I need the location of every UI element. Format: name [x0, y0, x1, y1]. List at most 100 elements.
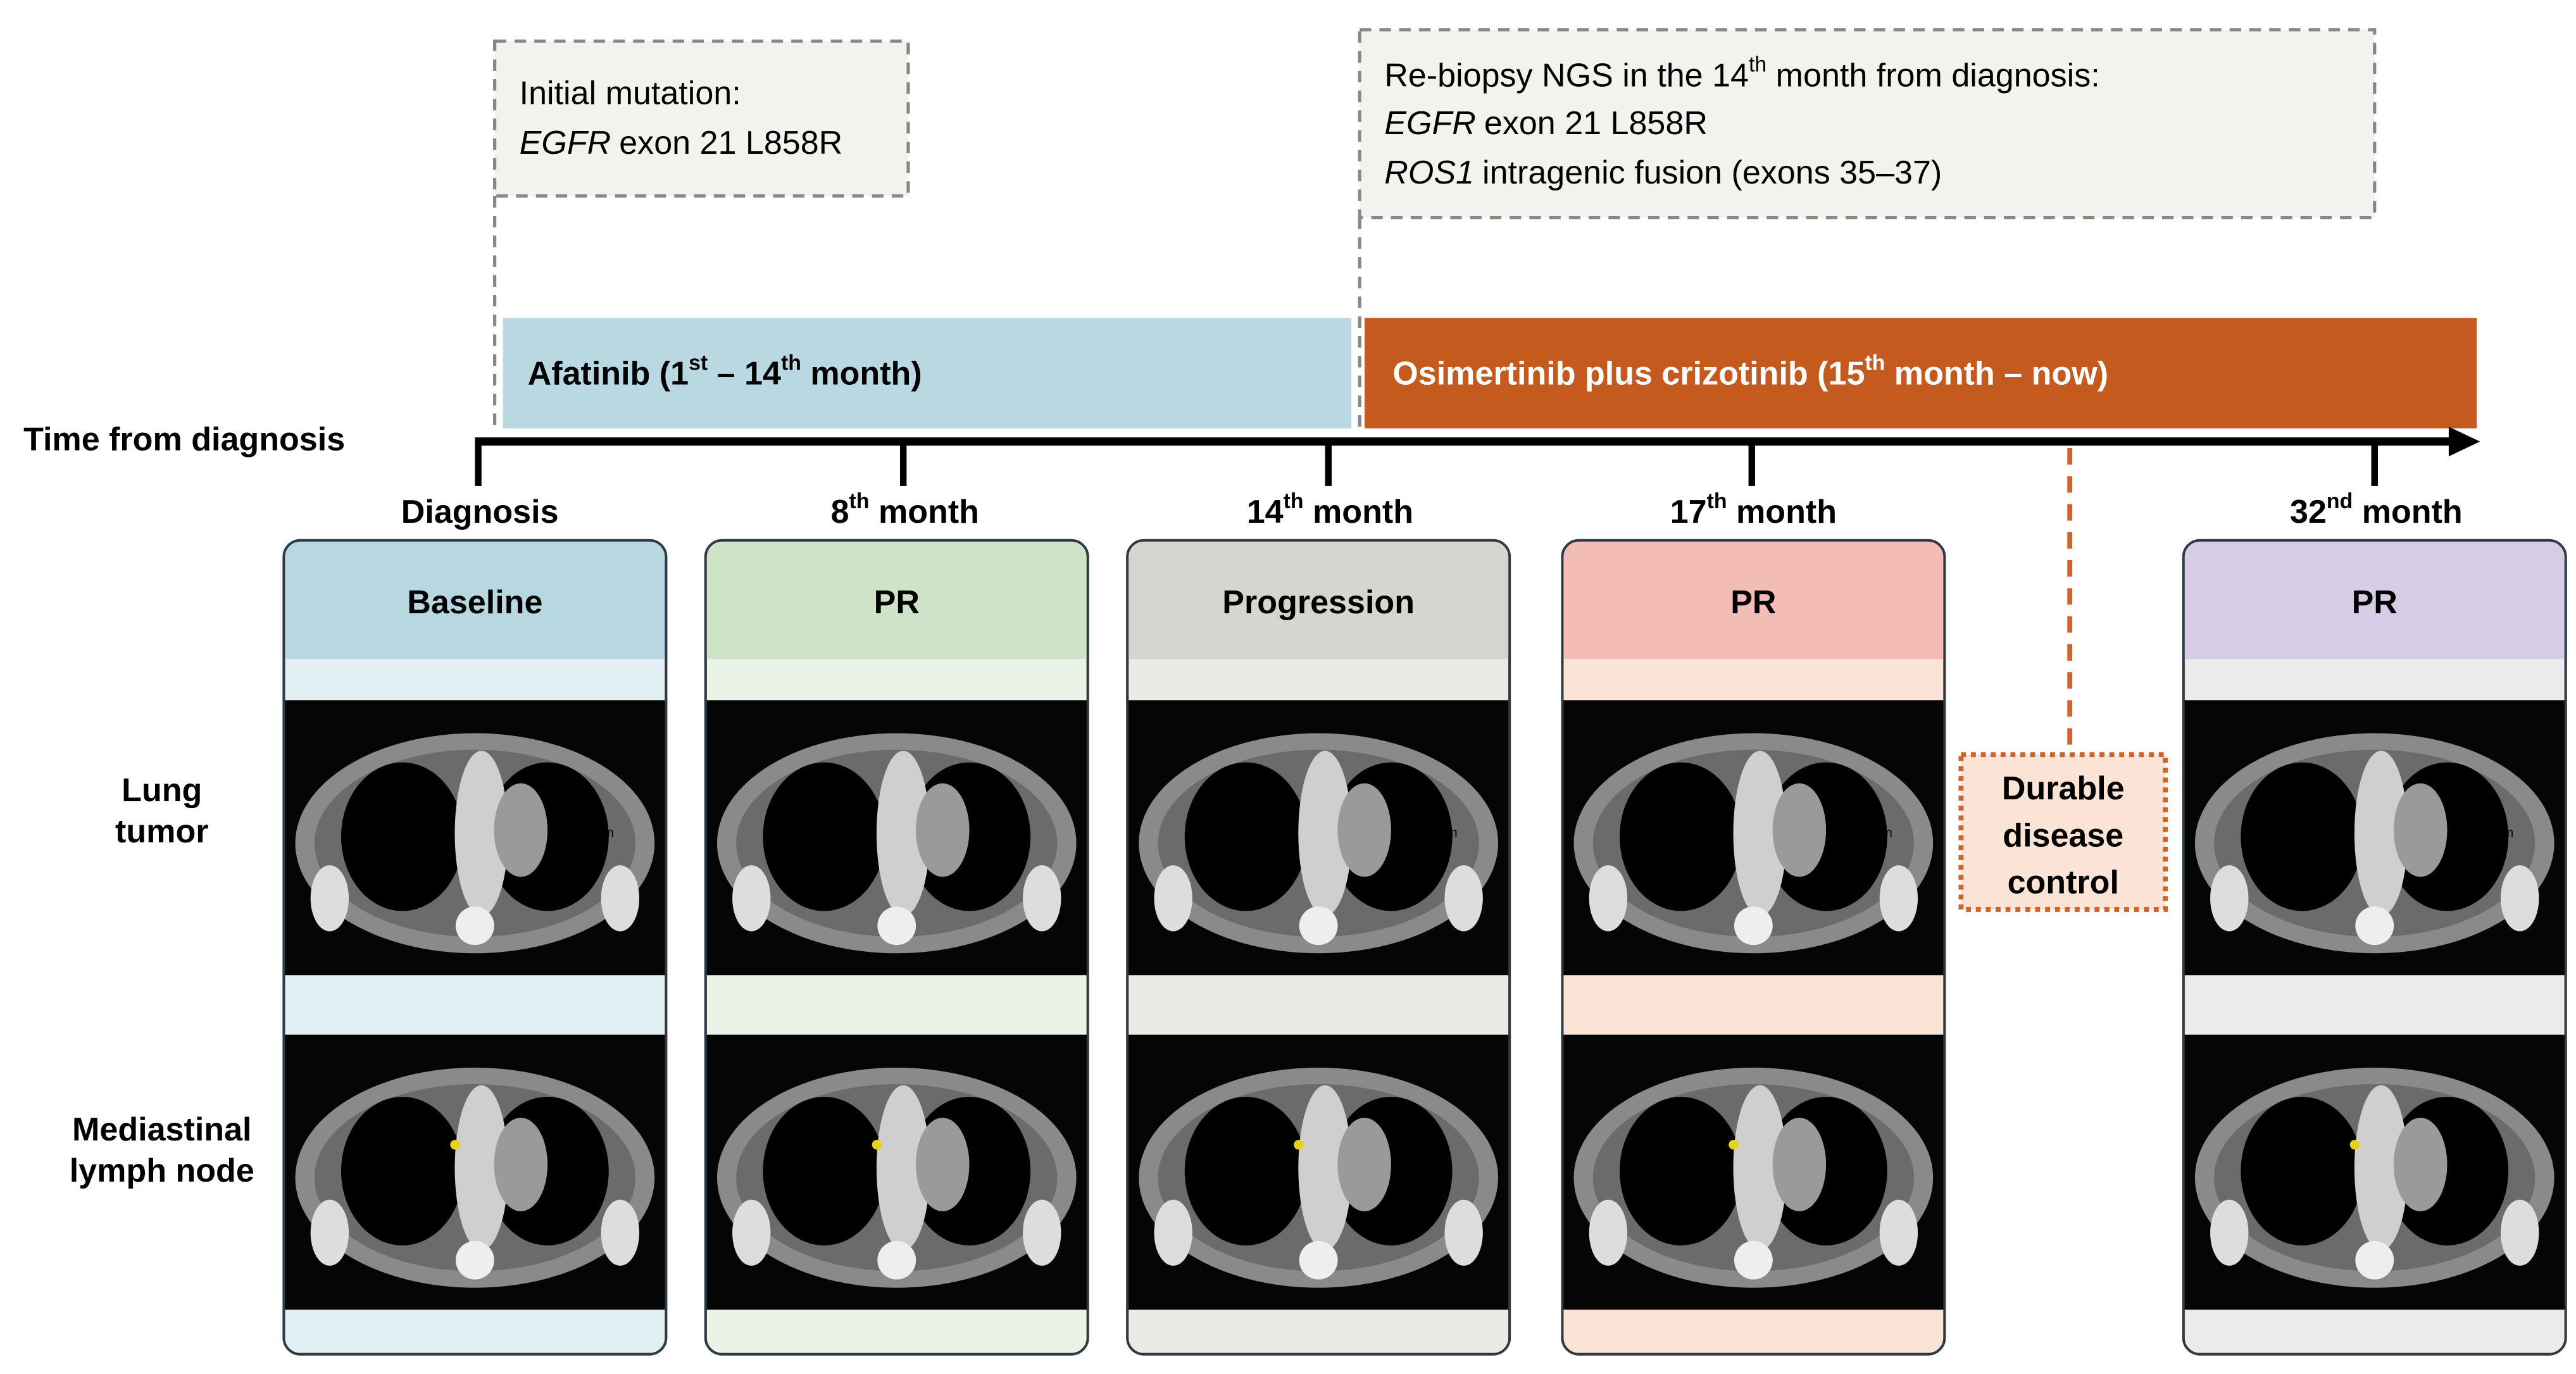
- ct-mediastinum: [454, 1085, 509, 1251]
- mutation-detail: exon 21 L858R: [619, 125, 842, 161]
- panel-outline: [2182, 539, 2567, 1356]
- durable-text: disease: [2003, 817, 2123, 854]
- mutation-detail: intragenic fusion (exons 35–37): [1482, 154, 1942, 191]
- timepoint-label-part: 17: [1670, 494, 1707, 530]
- panel-outline: [282, 539, 668, 1356]
- ct-lung: [1184, 1097, 1308, 1246]
- ct-lung: [2241, 762, 2363, 911]
- ct-lesion: [915, 1118, 970, 1211]
- ct-lesion: [1337, 1118, 1391, 1211]
- ct-lesion: [1772, 783, 1827, 877]
- ct-lung: [341, 1097, 464, 1246]
- status-label: PR: [1730, 584, 1776, 621]
- ct-marker: [2349, 1139, 2360, 1150]
- ct-scapula: [1589, 865, 1628, 932]
- mutation-detail: exon 21 L858R: [1484, 105, 1708, 142]
- row-label: Mediastinal: [72, 1111, 251, 1148]
- treatment-label-part: Osimertinib plus crizotinib (15: [1392, 355, 1865, 392]
- durable-box: [1958, 752, 2168, 912]
- timepoint-label-part: nd: [2327, 489, 2353, 513]
- timepoint-label: 8th month: [831, 489, 979, 530]
- timeline-arrow: [2448, 427, 2480, 457]
- ct-mediastinum: [2354, 751, 2408, 916]
- measurement: 56.99mm: [1403, 825, 1458, 840]
- treatment-label-part: st: [689, 351, 708, 375]
- ct-scapula: [2501, 865, 2539, 932]
- osimertinib-bar: [1365, 318, 2477, 428]
- status-label: PR: [2352, 584, 2398, 621]
- mutation-line: EGFR exon 21 L858R: [520, 125, 843, 161]
- axis-label: Time from diagnosis: [23, 421, 345, 458]
- treatment-label-part: th: [1865, 351, 1885, 375]
- measurement: 21.49mm: [2459, 825, 2514, 840]
- treatment-label-part: – 14: [708, 355, 781, 392]
- ct-marker: [872, 1139, 882, 1150]
- ct-spine: [455, 1240, 494, 1280]
- panel-header: [1562, 540, 1945, 659]
- row-label: tumor: [115, 813, 208, 850]
- durable-text: control: [2008, 865, 2119, 901]
- ct-marker: [1729, 1139, 1739, 1150]
- panel-header: [1127, 540, 1510, 659]
- ct-lesion: [1337, 783, 1391, 877]
- ct-lesion: [915, 783, 970, 877]
- ct-scapula: [310, 865, 349, 932]
- ct-lung: [341, 762, 464, 911]
- ct-mediastinum: [1298, 1085, 1352, 1251]
- ct-mediastinum: [1733, 751, 1787, 916]
- ct-mediastinum: [876, 751, 930, 916]
- ct-scapula: [1154, 865, 1192, 932]
- gene: ROS1: [1384, 154, 1474, 191]
- timepoint-label: Diagnosis: [401, 494, 559, 530]
- treatment-label: Osimertinib plus crizotinib (15th month …: [1392, 351, 2108, 392]
- ct-mediastinum: [454, 751, 509, 916]
- ct-scapula: [601, 1199, 640, 1266]
- durable-text: Durable: [2002, 770, 2125, 807]
- timepoint-label-part: month: [869, 494, 979, 530]
- ct-scapula: [1444, 1199, 1483, 1266]
- panel-header: [284, 540, 666, 659]
- ct-scapula: [601, 865, 640, 932]
- status-label: Progression: [1222, 584, 1415, 621]
- rebiopsy-title: Re-biopsy NGS in the 14th month from dia…: [1384, 53, 2099, 94]
- ct-lung: [763, 762, 885, 911]
- ct-spine: [2355, 906, 2394, 946]
- timepoint-label-part: Diagnosis: [401, 494, 559, 530]
- treatment-label-part: Afatinib (1: [528, 355, 689, 392]
- status-label: Baseline: [407, 584, 542, 621]
- gene: EGFR: [1384, 105, 1476, 142]
- ct-scapula: [310, 1199, 349, 1266]
- ct-scapula: [2210, 1199, 2249, 1266]
- treatment-label-part: month – now): [1885, 355, 2108, 392]
- ct-lung: [1620, 762, 1742, 911]
- mutation-line: EGFR exon 21 L858R: [1384, 105, 1708, 142]
- treatment-label-part: month): [801, 355, 922, 392]
- timepoint-label: 17th month: [1670, 489, 1837, 530]
- ct-mediastinum: [876, 1085, 930, 1251]
- ct-lung: [1184, 762, 1308, 911]
- measurement: 24.13mm: [1837, 825, 1892, 840]
- afatinib-bar: [503, 318, 1352, 428]
- ct-lung: [763, 1097, 885, 1246]
- timepoint-label-part: th: [1284, 489, 1304, 513]
- ct-scapula: [1023, 1199, 1061, 1266]
- timepoint-label-part: month: [1727, 494, 1837, 530]
- ct-lesion: [2393, 783, 2448, 877]
- ct-marker: [1294, 1139, 1304, 1150]
- ct-mediastinum: [2354, 1085, 2408, 1251]
- timepoint-label-part: 32: [2290, 494, 2327, 530]
- ct-scapula: [732, 1199, 771, 1266]
- rebiopsy-box: [1358, 28, 2377, 220]
- mutation-line: ROS1 intragenic fusion (exons 35–37): [1384, 154, 1942, 191]
- treatment-label: Afatinib (1st – 14th month): [528, 351, 922, 392]
- measurement: 61.04mm: [559, 825, 614, 840]
- treatment-label-part: th: [781, 351, 801, 375]
- panel-header: [705, 540, 1088, 659]
- ct-scapula: [1023, 865, 1061, 932]
- ct-scapula: [1589, 1199, 1628, 1266]
- ct-spine: [455, 906, 494, 946]
- ct-scapula: [1879, 865, 1918, 932]
- panel-outline: [1126, 539, 1511, 1356]
- mutation-title: Initial mutation:: [520, 75, 741, 112]
